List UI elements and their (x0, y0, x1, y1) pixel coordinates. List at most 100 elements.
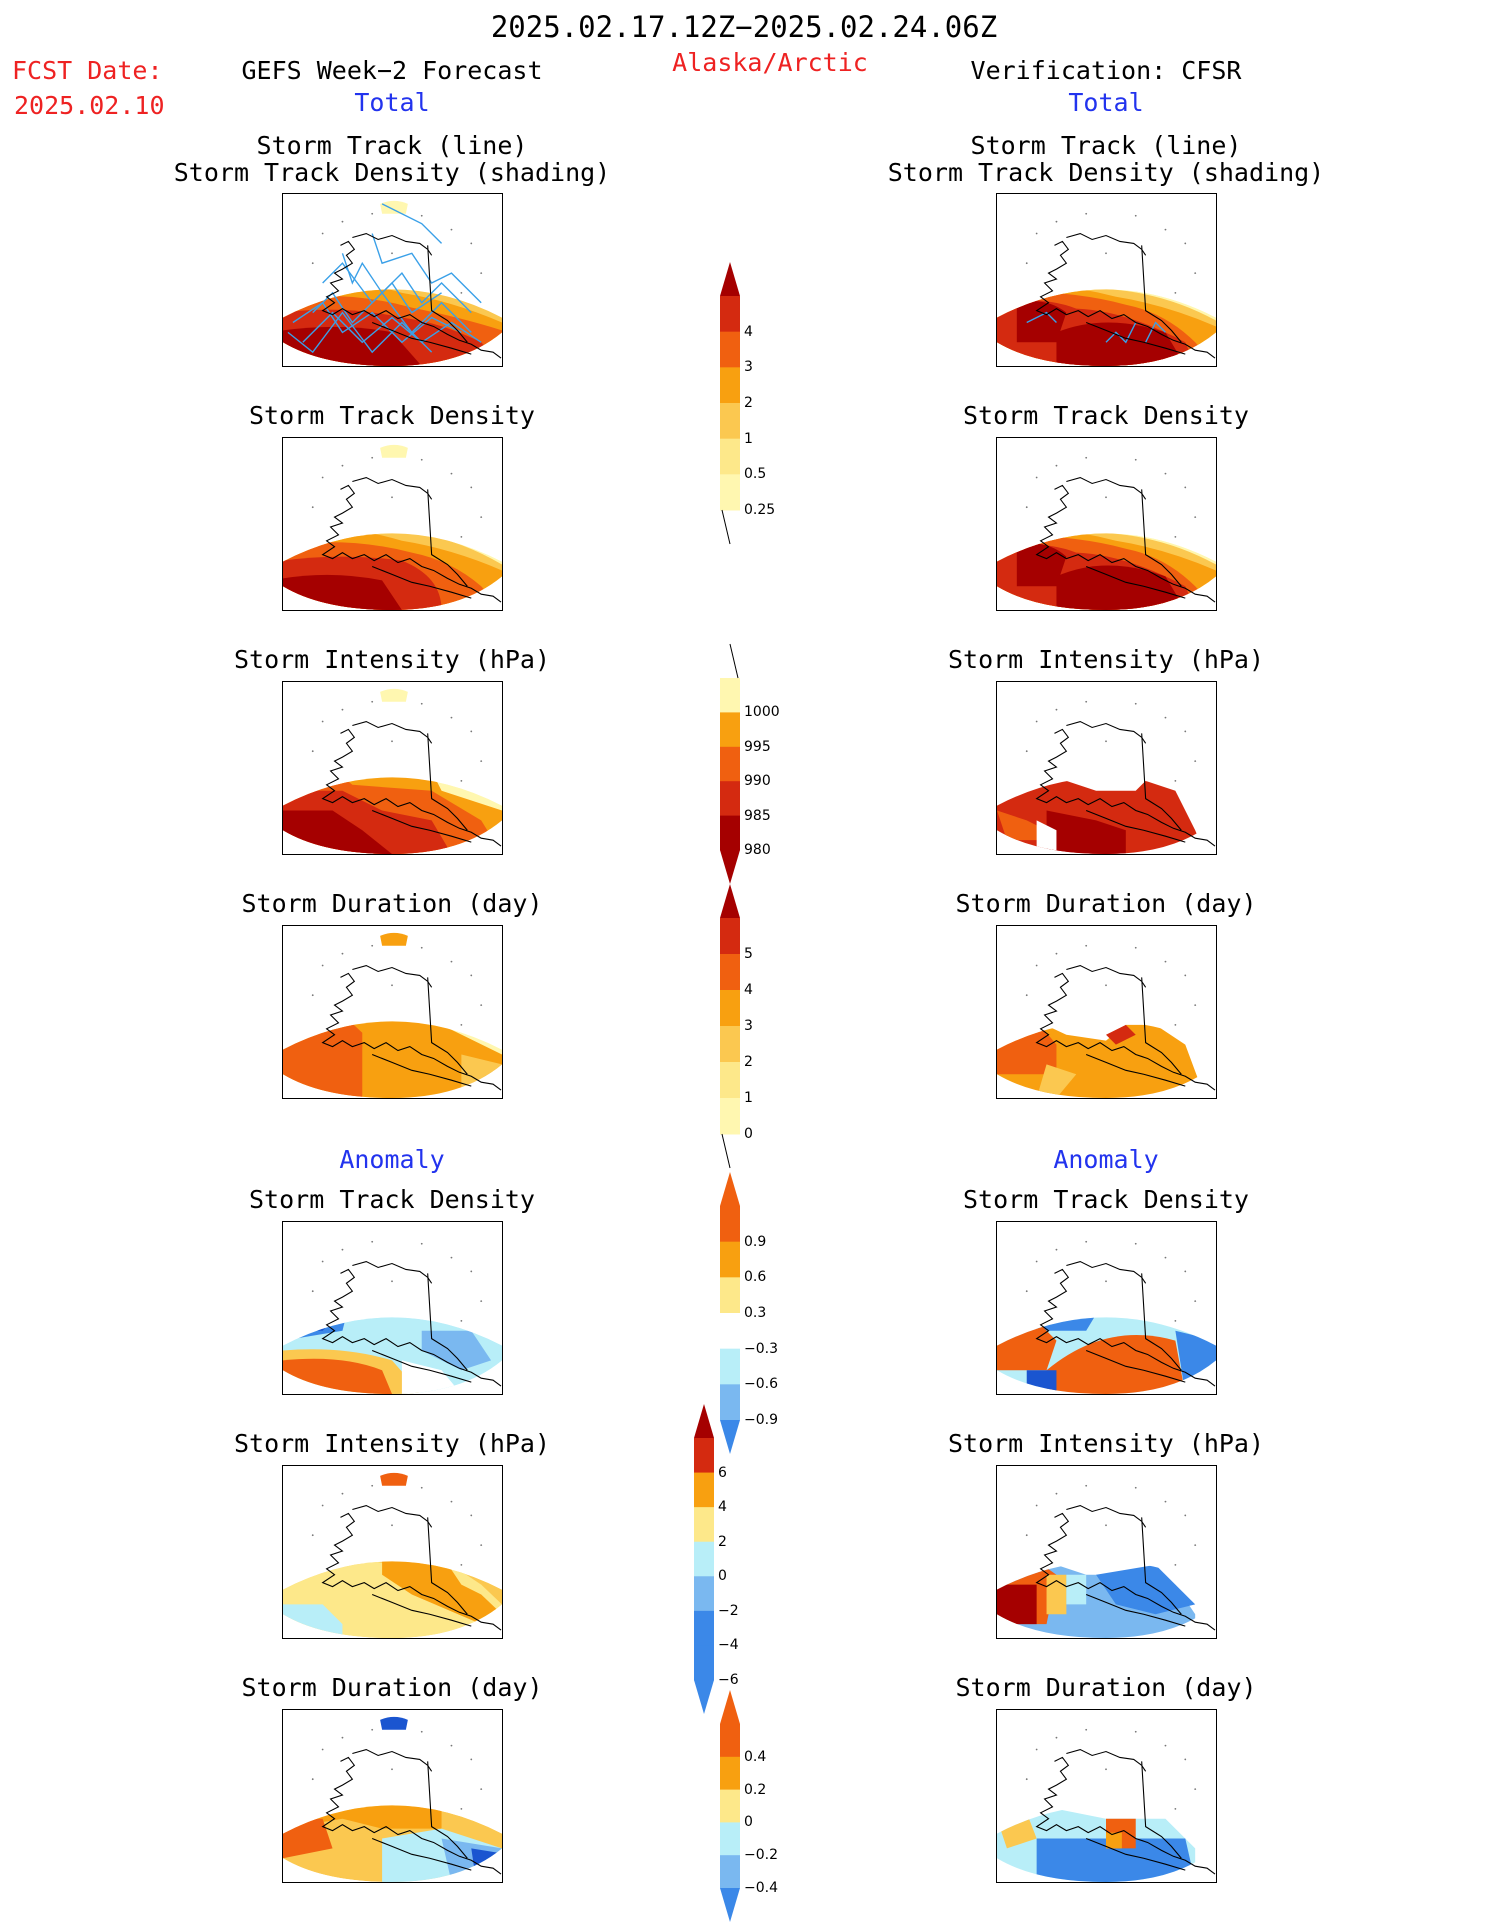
graticule-dot (1174, 291, 1177, 294)
graticule-dot (480, 1788, 483, 1790)
coastline-north (352, 720, 472, 843)
coastline (1035, 484, 1216, 603)
colorbar-top-arrow (720, 884, 740, 918)
right-track-title: Storm Track (line) Storm Track Density (s… (887, 131, 1325, 187)
graticule-dot (470, 242, 473, 245)
graticule-dot (1174, 1563, 1177, 1566)
graticule-dot (1134, 1486, 1137, 1489)
shade-region (1036, 1838, 1196, 1882)
graticule-dot (371, 700, 374, 703)
colorbar-segment (694, 1438, 714, 1474)
colorbar-segment (720, 1822, 740, 1856)
border-line (427, 245, 468, 343)
graticule-dot (460, 535, 463, 538)
graticule-dot (1035, 232, 1038, 235)
north-patch (380, 688, 408, 702)
graticule-dot (450, 228, 453, 231)
colorbar-tick-label: 1 (744, 430, 753, 447)
colorbar-tick-label: 2 (744, 395, 753, 411)
forecast-title: GEFS Week−2 Forecast (241, 56, 543, 85)
map-canvas (283, 688, 502, 854)
graticule-dot (1194, 1544, 1197, 1546)
graticule-dot (1085, 212, 1088, 215)
graticule-dot (480, 760, 483, 762)
graticule-dot (1134, 1730, 1137, 1733)
graticule-dot (1164, 1256, 1167, 1259)
graticule-dot (1085, 1484, 1088, 1487)
shade-region (283, 1021, 363, 1098)
shade-region (1036, 820, 1057, 854)
colorbar-tick-label: 0.3 (744, 1305, 767, 1321)
colorbar-tick-label: 995 (744, 738, 771, 755)
colorbar-swatches (720, 884, 740, 1169)
graticule-dot (1194, 516, 1197, 518)
colorbar-tick-label: 0.5 (744, 466, 767, 483)
graticule-dot (1025, 994, 1028, 997)
graticule-dot (450, 960, 453, 963)
shade-region (1046, 1334, 1186, 1394)
graticule-dot (341, 952, 344, 955)
colorbar-tick-label: 5 (744, 946, 753, 962)
graticule-dot (1085, 456, 1088, 459)
graticule-dot (1105, 252, 1107, 255)
colorbar-bottom-arrow (720, 850, 740, 884)
colorbar-swatches (720, 1172, 740, 1454)
graticule-dot (321, 720, 324, 723)
graticule-dot (1085, 700, 1088, 703)
map-canvas (283, 1472, 502, 1638)
colorbar-segment (720, 1241, 740, 1278)
map-verif-density (996, 437, 1217, 611)
graticule-dot (470, 1758, 473, 1761)
coastline-north (352, 232, 472, 355)
graticule-dot (470, 1270, 473, 1273)
left-intensity-title: Storm Intensity (hPa) (233, 645, 551, 674)
right-density-title: Storm Track Density (963, 401, 1249, 430)
shade-region (283, 1805, 442, 1829)
colorbar-segment (720, 438, 740, 475)
colorbar-tick-label: −4 (718, 1637, 739, 1654)
period-title: 2025.02.17.12Z−2025.02.24.06Z (490, 10, 998, 44)
right-duration-title: Storm Duration (day) (955, 889, 1257, 918)
graticule-dot (460, 291, 463, 294)
graticule-dot (371, 456, 374, 459)
graticule-dot (1035, 476, 1038, 479)
north-patch (380, 1472, 408, 1486)
total-label-right: Total (1068, 88, 1144, 117)
map-forecast-density (282, 437, 503, 611)
coastline-north (1066, 720, 1186, 843)
border-line (427, 1273, 468, 1371)
right-anom-density-title: Storm Track Density (963, 1185, 1249, 1214)
colorbar-segment (720, 918, 740, 955)
colorbar-anom-intensity: 6 4 2 0 −2 −4 −6 (694, 1404, 784, 1714)
graticule-dot (311, 994, 314, 997)
colorbar-tick-label: 3 (744, 1018, 753, 1034)
graticule-dot (1164, 228, 1167, 231)
shade-region (1026, 1370, 1057, 1394)
fcst-date-label: FCST Date: (12, 56, 163, 85)
colorbar-segment (694, 1472, 714, 1508)
coastline-north (1066, 232, 1186, 355)
right-anomaly-label: Anomaly (1053, 1145, 1159, 1174)
graticule-dot (480, 1544, 483, 1546)
colorbar-tick-label: 4 (744, 323, 753, 340)
border-line (427, 489, 468, 587)
colorbar-total-intensity: 1000 995 990 985 980 (720, 643, 810, 884)
graticule-dot (470, 486, 473, 489)
colorbar-tick-label: 2 (744, 1054, 753, 1070)
graticule-dot (480, 1004, 483, 1006)
graticule-dot (1184, 1758, 1187, 1761)
graticule-dot (371, 1484, 374, 1487)
colorbar-tick-label: 1000 (744, 704, 780, 721)
right-anom-intensity-title: Storm Intensity (hPa) (947, 1429, 1265, 1458)
graticule-dot (450, 1500, 453, 1503)
colorbar-segment (720, 1855, 740, 1889)
colorbar-segment (694, 1610, 714, 1646)
colorbar-segment (720, 1026, 740, 1063)
coastline (321, 1756, 502, 1875)
colorbar-segment (720, 296, 740, 333)
colorbar-segment (720, 781, 740, 817)
colorbar-segment (720, 1062, 740, 1099)
colorbar-tick-label: 0.2 (744, 1781, 767, 1798)
map-forecast-anom-duration (282, 1709, 503, 1883)
shade-region (1066, 1574, 1087, 1605)
